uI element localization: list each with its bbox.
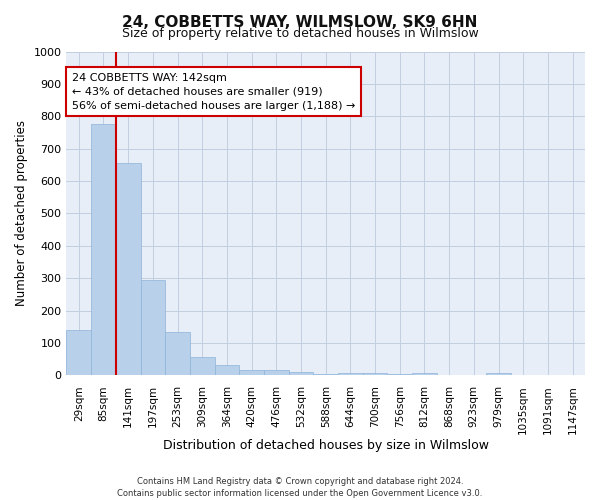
Bar: [165, 332, 190, 376]
Text: 24, COBBETTS WAY, WILMSLOW, SK9 6HN: 24, COBBETTS WAY, WILMSLOW, SK9 6HN: [122, 15, 478, 30]
X-axis label: Distribution of detached houses by size in Wilmslow: Distribution of detached houses by size …: [163, 440, 489, 452]
Bar: [116, 164, 140, 376]
Bar: [289, 372, 313, 376]
Bar: [215, 365, 239, 376]
Bar: [313, 374, 338, 376]
Bar: [91, 124, 116, 376]
Y-axis label: Number of detached properties: Number of detached properties: [15, 120, 28, 306]
Text: 24 COBBETTS WAY: 142sqm
← 43% of detached houses are smaller (919)
56% of semi-d: 24 COBBETTS WAY: 142sqm ← 43% of detache…: [71, 72, 355, 110]
Bar: [140, 280, 165, 376]
Text: Contains HM Land Registry data © Crown copyright and database right 2024.
Contai: Contains HM Land Registry data © Crown c…: [118, 476, 482, 498]
Bar: [412, 373, 437, 376]
Bar: [486, 373, 511, 376]
Bar: [264, 370, 289, 376]
Bar: [388, 374, 412, 376]
Bar: [363, 373, 388, 376]
Bar: [67, 330, 91, 376]
Text: Size of property relative to detached houses in Wilmslow: Size of property relative to detached ho…: [122, 28, 478, 40]
Bar: [190, 357, 215, 376]
Bar: [338, 373, 363, 376]
Bar: [239, 370, 264, 376]
